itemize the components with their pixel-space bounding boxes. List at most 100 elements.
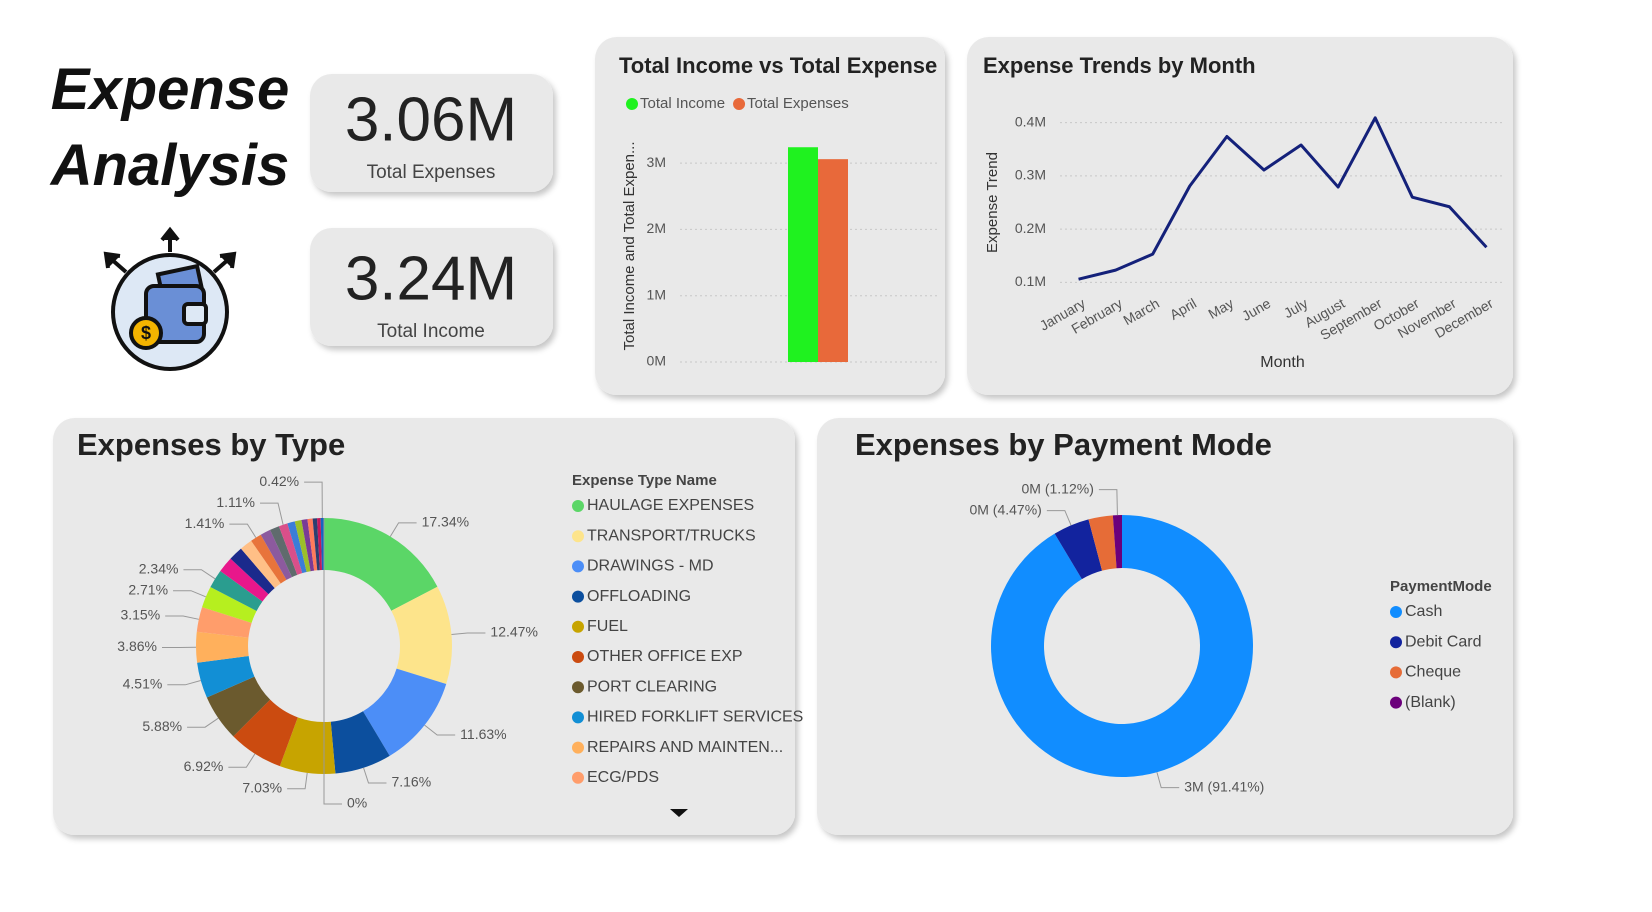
- leader-line: [167, 680, 201, 686]
- legend-label: Total Income: [640, 95, 725, 112]
- data-label: 3.86%: [117, 638, 157, 654]
- data-label: 0%: [347, 795, 367, 811]
- leader-line: [1098, 489, 1118, 516]
- slice: [1088, 515, 1117, 571]
- slice: [363, 668, 447, 756]
- data-label: 0.42%: [259, 473, 299, 489]
- data-label: 0M (4.47%): [969, 501, 1041, 517]
- legend-marker: [572, 771, 584, 784]
- y-tick-label: 3M: [647, 154, 666, 170]
- y-tick-label: 0.1M: [1015, 273, 1046, 289]
- scroll-arrow[interactable]: [670, 809, 688, 817]
- leader-line: [389, 522, 417, 537]
- legend-marker: [572, 560, 584, 573]
- y-tick-label: 0M: [647, 353, 666, 369]
- wallet-icon: $: [103, 226, 237, 371]
- slice: [279, 717, 336, 774]
- panel: [817, 418, 1513, 835]
- slice: [240, 540, 281, 589]
- legend-label: FUEL: [587, 618, 628, 635]
- leader-line: [323, 518, 342, 805]
- leader-line: [229, 523, 257, 538]
- slice: [220, 558, 269, 602]
- slice: [990, 515, 1253, 778]
- slice: [206, 676, 271, 737]
- slice: [260, 529, 292, 580]
- kpi-card: [310, 74, 553, 192]
- slice: [320, 518, 324, 571]
- legend-title: PaymentMode: [1390, 578, 1492, 595]
- slice: [210, 570, 263, 611]
- legend-marker: [572, 681, 584, 694]
- legend-label: ECG/PDS: [587, 769, 659, 786]
- leader-line: [165, 615, 199, 620]
- slice: [196, 607, 252, 638]
- data-label: 1.11%: [216, 494, 255, 510]
- leader-line: [1156, 772, 1180, 789]
- bar: [788, 147, 818, 362]
- y-tick-label: 0.2M: [1015, 220, 1046, 236]
- slice: [330, 711, 390, 774]
- legend-marker: [1390, 666, 1402, 679]
- data-label: 12.47%: [490, 624, 537, 640]
- slice: [230, 548, 275, 595]
- slice: [287, 521, 307, 574]
- leader-line: [287, 772, 308, 790]
- legend-label: OTHER OFFICE EXP: [587, 648, 743, 665]
- chart-title: Total Income vs Total Expense: [619, 53, 937, 78]
- slice: [202, 586, 257, 623]
- slice: [233, 699, 298, 767]
- leader-line: [1046, 510, 1072, 526]
- y-axis-title: Expense Trend: [984, 152, 1001, 253]
- legend-marker: [1390, 606, 1402, 618]
- kpi-value: 3.24M: [345, 244, 517, 313]
- leader-line: [424, 724, 456, 736]
- leader-line: [304, 481, 323, 519]
- leader-line: [228, 753, 256, 768]
- legend-label: Cash: [1405, 603, 1442, 620]
- legend-label: PORT CLEARING: [587, 678, 717, 695]
- slice: [294, 520, 311, 573]
- slice: [307, 518, 318, 571]
- slice: [312, 518, 320, 571]
- chart-title: Expenses by Type: [77, 427, 345, 462]
- data-label: 4.51%: [123, 676, 163, 692]
- legend-marker: [1390, 696, 1402, 709]
- legend-label: REPAIRS AND MAINTEN...: [587, 739, 783, 756]
- leader-line: [260, 502, 284, 525]
- panel: [595, 37, 945, 395]
- data-label: 3.15%: [120, 607, 160, 623]
- legend-label: Total Expenses: [747, 95, 849, 112]
- legend-marker: [572, 711, 584, 724]
- slice: [324, 518, 438, 611]
- x-axis-title: Month: [1260, 354, 1304, 371]
- leader-line: [363, 767, 387, 784]
- slice: [1054, 519, 1103, 580]
- slice: [301, 519, 315, 572]
- slice: [278, 523, 303, 575]
- data-label: 0M (1.12%): [1022, 480, 1094, 496]
- panel: [967, 37, 1513, 395]
- chart-title: Expenses by Payment Mode: [855, 427, 1272, 462]
- legend-marker: [572, 651, 584, 663]
- y-axis-title: Total Income and Total Expen...: [621, 141, 638, 350]
- legend-label: Cheque: [1405, 664, 1461, 681]
- data-label: 2.34%: [139, 560, 179, 576]
- legend-label: TRANSPORT/TRUCKS: [587, 527, 756, 544]
- legend-label: HIRED FORKLIFT SERVICES: [587, 709, 803, 726]
- legend-marker: [572, 741, 584, 754]
- data-label: 1.41%: [185, 515, 225, 531]
- slice: [197, 655, 255, 698]
- data-label: 11.63%: [460, 726, 506, 742]
- slice: [317, 518, 322, 571]
- legend-marker: [733, 98, 746, 110]
- legend-label: HAULAGE EXPENSES: [587, 497, 754, 514]
- data-label: 7.16%: [391, 774, 431, 790]
- legend-marker: [572, 500, 584, 512]
- legend-marker: [572, 590, 584, 603]
- page-title: Expense Analysis: [50, 57, 290, 198]
- svg-text:$: $: [141, 323, 151, 343]
- legend-label: (Blank): [1405, 694, 1456, 711]
- bar: [818, 159, 848, 362]
